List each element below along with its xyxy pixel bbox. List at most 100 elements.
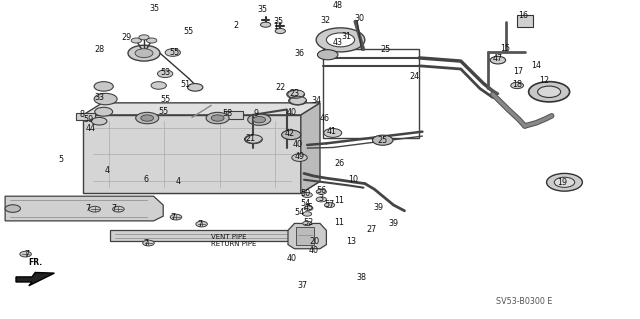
Circle shape: [141, 115, 154, 121]
Circle shape: [89, 206, 100, 212]
Text: 55: 55: [160, 94, 170, 104]
Text: 55: 55: [158, 107, 168, 116]
Circle shape: [135, 49, 153, 58]
Circle shape: [302, 192, 312, 197]
Text: 11: 11: [334, 218, 344, 227]
Text: 7: 7: [86, 204, 91, 213]
Text: 8: 8: [79, 110, 84, 119]
Text: 6: 6: [143, 175, 148, 184]
Text: 15: 15: [500, 44, 511, 53]
Circle shape: [94, 82, 113, 91]
Text: 31: 31: [342, 32, 352, 41]
Circle shape: [113, 206, 124, 212]
Text: 12: 12: [539, 76, 549, 85]
Text: 26: 26: [334, 159, 344, 168]
Polygon shape: [288, 223, 326, 249]
Circle shape: [20, 251, 31, 257]
Text: 1: 1: [273, 22, 278, 31]
Text: 52: 52: [303, 218, 314, 227]
Circle shape: [94, 93, 117, 105]
Circle shape: [157, 70, 173, 78]
Text: 7: 7: [143, 239, 148, 248]
Circle shape: [92, 117, 107, 125]
Text: 35: 35: [257, 5, 268, 14]
Text: 41: 41: [326, 127, 337, 136]
Text: 50: 50: [301, 189, 311, 198]
Text: 38: 38: [356, 273, 367, 282]
Text: 17: 17: [513, 67, 524, 76]
Circle shape: [196, 221, 207, 227]
Polygon shape: [83, 115, 301, 193]
Circle shape: [131, 38, 141, 43]
Circle shape: [211, 115, 224, 121]
Polygon shape: [110, 230, 294, 241]
Circle shape: [316, 28, 365, 52]
Text: 7: 7: [197, 219, 202, 228]
Circle shape: [244, 135, 262, 144]
Text: 16: 16: [518, 11, 529, 20]
Text: 40: 40: [308, 246, 319, 255]
Text: 21: 21: [246, 134, 256, 143]
Text: 9: 9: [253, 109, 259, 118]
Polygon shape: [5, 196, 163, 221]
Text: 45: 45: [303, 203, 314, 212]
Circle shape: [303, 221, 312, 226]
Text: 30: 30: [355, 14, 365, 23]
Circle shape: [304, 206, 313, 211]
Text: 20: 20: [310, 237, 320, 246]
Text: 32: 32: [320, 16, 330, 26]
Text: 4: 4: [105, 166, 110, 175]
Circle shape: [139, 35, 149, 40]
Text: 37: 37: [297, 281, 307, 290]
Text: 13: 13: [346, 237, 356, 246]
Circle shape: [5, 205, 20, 212]
Circle shape: [324, 129, 342, 137]
Text: 46: 46: [320, 115, 330, 123]
Polygon shape: [83, 103, 320, 115]
Text: 11: 11: [334, 196, 344, 205]
Circle shape: [316, 197, 326, 202]
Text: 40: 40: [286, 108, 296, 117]
Text: 35: 35: [150, 4, 160, 13]
Bar: [224, 111, 243, 119]
Text: 7: 7: [111, 204, 116, 213]
Text: 55: 55: [184, 27, 194, 36]
Polygon shape: [16, 272, 54, 286]
Text: 24: 24: [410, 72, 420, 81]
Text: 7: 7: [24, 250, 29, 259]
Circle shape: [275, 28, 285, 33]
Circle shape: [143, 240, 154, 246]
Text: 40: 40: [292, 140, 303, 149]
Text: 22: 22: [275, 84, 285, 93]
Text: 4: 4: [175, 177, 180, 186]
Bar: [76, 113, 95, 120]
Text: 29: 29: [122, 33, 132, 42]
Text: 55: 55: [169, 48, 179, 57]
Text: FR.: FR.: [28, 258, 42, 267]
Text: 7: 7: [170, 213, 175, 222]
Text: 48: 48: [333, 1, 343, 10]
Text: 59: 59: [83, 115, 93, 124]
Circle shape: [292, 154, 307, 161]
Circle shape: [547, 174, 582, 191]
Text: RETURN PIPE: RETURN PIPE: [211, 241, 257, 247]
Text: 53: 53: [160, 68, 170, 77]
Circle shape: [206, 112, 229, 124]
Circle shape: [289, 96, 307, 105]
Circle shape: [538, 86, 561, 98]
Text: 5: 5: [58, 155, 63, 164]
Circle shape: [170, 214, 182, 220]
Text: 34: 34: [312, 95, 322, 105]
Text: 27: 27: [366, 225, 376, 234]
Text: VENT PIPE: VENT PIPE: [211, 234, 246, 240]
Text: 39: 39: [388, 219, 399, 228]
Text: 57: 57: [324, 200, 335, 209]
Circle shape: [324, 203, 335, 208]
Circle shape: [282, 130, 301, 140]
Text: SV53-B0300 E: SV53-B0300 E: [496, 297, 552, 306]
Text: 35: 35: [273, 17, 284, 26]
Text: 25: 25: [380, 45, 390, 54]
Text: 56: 56: [316, 186, 326, 195]
Text: 2: 2: [233, 21, 238, 30]
Text: 19: 19: [557, 178, 567, 187]
